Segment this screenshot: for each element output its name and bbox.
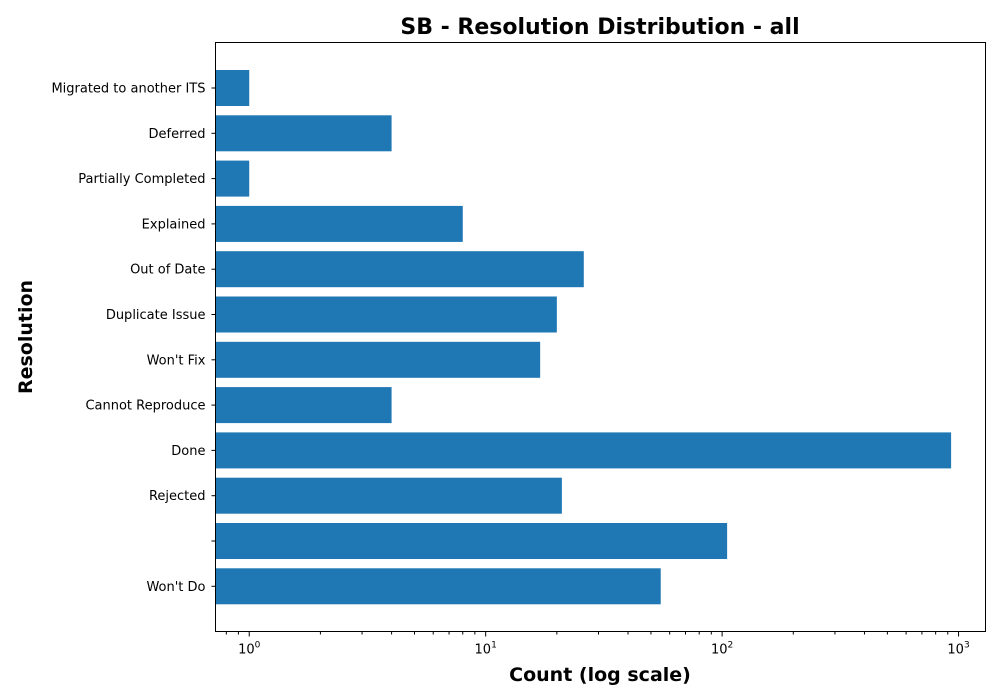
x-tick-label-3: 103	[947, 641, 969, 658]
y-ticks-group: Migrated to another ITS Deferred Partially…	[51, 82, 216, 595]
x-ticks-group: 100 101 102 103	[225, 631, 970, 658]
bar-7	[215, 387, 392, 424]
bars-group	[215, 70, 952, 605]
y-tick-label-5: Duplicate Issue	[106, 308, 206, 323]
y-tick-label-1: Deferred	[148, 127, 205, 142]
y-tick-label-7: Cannot Reproduce	[85, 399, 205, 414]
bar-6	[215, 341, 541, 378]
bar-5	[215, 296, 557, 333]
y-tick-label-2: Partially Completed	[78, 172, 205, 187]
bar-8	[215, 432, 952, 469]
x-tick-label-2: 102	[711, 641, 733, 658]
x-tick-label-1: 101	[475, 641, 497, 658]
chart-title: SB - Resolution Distribution - all	[400, 15, 799, 40]
bar-3	[215, 205, 463, 242]
y-tick-label-4: Out of Date	[130, 263, 205, 278]
plot-frame	[215, 42, 986, 632]
y-axis-label: Resolution	[15, 280, 37, 394]
bar-2	[215, 160, 250, 197]
y-tick-label-11: Won't Do	[146, 580, 205, 595]
x-axis-label: Count (log scale)	[509, 664, 691, 686]
y-tick-label-9: Rejected	[149, 489, 206, 504]
bar-4	[215, 251, 584, 288]
bar-1	[215, 115, 392, 152]
bar-9	[215, 477, 562, 514]
x-tick-label-0: 100	[238, 641, 261, 658]
y-tick-label-3: Explained	[142, 217, 206, 232]
y-tick-label-6: Won't Fix	[147, 353, 206, 368]
bar-11	[215, 568, 661, 605]
y-tick-label-0: Migrated to another ITS	[51, 82, 205, 97]
bar-0	[215, 70, 250, 106]
y-tick-label-8: Done	[171, 444, 205, 459]
bar-10	[215, 523, 728, 559]
